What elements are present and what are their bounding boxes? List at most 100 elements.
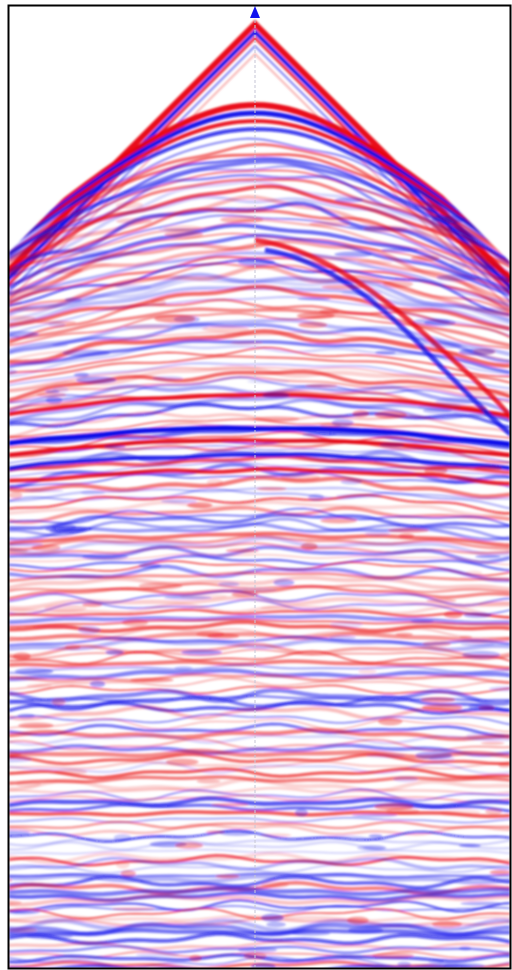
noise [211,803,249,807]
noise [266,921,286,928]
noise [237,258,275,267]
noise [183,325,209,330]
noise [397,961,412,967]
noise [260,606,293,610]
reflection [9,717,510,733]
noise [231,591,259,598]
noise [9,542,44,547]
reflection [9,575,510,592]
reflection [9,886,510,897]
noise [256,487,287,491]
noise [358,668,377,675]
noise [154,314,196,323]
reflection [9,500,510,518]
noise [341,289,382,297]
noise [82,602,103,607]
noise [364,531,391,537]
reflection [9,242,510,310]
noise [297,297,331,301]
reflection [9,233,510,300]
noise [300,542,318,551]
noise [475,554,501,559]
noise [123,324,172,330]
noise [26,683,53,689]
reflection-events [9,19,510,968]
noise [488,686,510,692]
noise [44,267,83,274]
noise [466,731,506,740]
noise [9,546,29,555]
noise [24,489,64,493]
noise [329,635,356,640]
noise [247,379,291,384]
noise [309,221,351,227]
noise [393,776,418,782]
reflection [9,110,510,257]
noise [348,926,384,934]
noise [429,342,462,349]
reflection [9,375,510,406]
reflection [9,794,510,803]
reflection [9,893,510,907]
noise [296,312,335,320]
noise [160,499,197,504]
noise [230,587,277,593]
reflection [9,694,510,713]
reflection [9,914,510,923]
noise [291,930,331,936]
reflection [9,890,510,903]
noise [362,845,387,850]
noise [174,666,193,671]
noise [236,453,280,458]
noise [253,416,300,422]
noise [305,384,338,388]
noise [206,478,224,486]
noise [9,751,22,757]
noise [334,197,364,203]
noise [51,698,66,706]
reflection [9,505,510,524]
noise [424,466,448,475]
noise [366,753,406,759]
noise [164,595,212,600]
noise [219,829,255,836]
noise [164,230,204,239]
reflection [9,734,510,746]
noise [368,834,383,838]
reflection [9,284,510,332]
reflection [9,560,510,577]
dipping-event [254,237,510,421]
noise [473,348,496,355]
noise [262,392,290,399]
noise [45,396,63,404]
noise [468,703,494,711]
noise [207,633,240,639]
noise [426,598,457,603]
noise [388,528,429,533]
noise [9,909,40,916]
reflection [9,431,510,455]
noise [463,612,492,618]
reflection [9,904,510,914]
noise [474,307,510,312]
noise [80,490,106,496]
reflection [9,835,510,847]
noise [12,652,31,661]
noise [187,502,213,509]
noise [381,248,419,253]
reflection [9,425,510,448]
noise [16,780,41,788]
reflection [9,264,510,318]
reflection [9,444,510,466]
noise [17,713,36,719]
noise [9,299,22,307]
noise [73,372,89,377]
reflection [9,777,510,793]
noise [474,465,502,471]
noise [9,368,18,375]
reflection [9,928,510,937]
reflection [9,127,510,258]
reflection [9,346,510,378]
reflection [9,631,510,643]
reflection [9,251,510,308]
